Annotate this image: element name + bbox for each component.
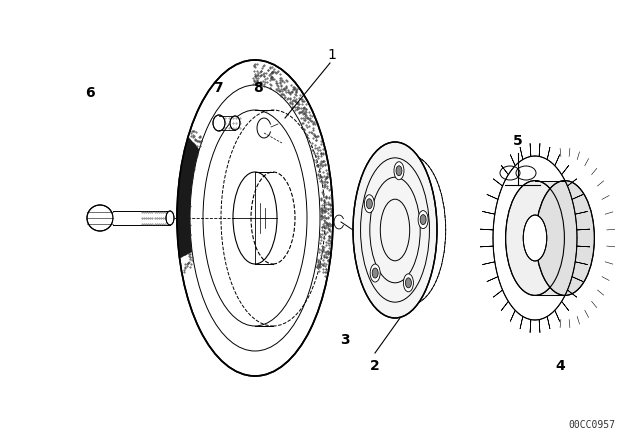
- Ellipse shape: [394, 162, 404, 180]
- Ellipse shape: [536, 181, 595, 295]
- Ellipse shape: [177, 60, 333, 376]
- Text: 4: 4: [555, 359, 565, 373]
- Ellipse shape: [230, 116, 240, 130]
- Text: 6: 6: [85, 86, 95, 100]
- Text: 5: 5: [513, 134, 523, 148]
- Ellipse shape: [366, 199, 372, 209]
- Text: 2: 2: [370, 359, 380, 373]
- Ellipse shape: [364, 195, 374, 213]
- Text: 3: 3: [340, 333, 350, 347]
- Ellipse shape: [370, 264, 380, 282]
- Ellipse shape: [420, 215, 426, 224]
- Ellipse shape: [353, 142, 437, 318]
- Polygon shape: [177, 137, 199, 258]
- Ellipse shape: [405, 278, 412, 288]
- Ellipse shape: [87, 205, 113, 231]
- Ellipse shape: [403, 274, 413, 292]
- Ellipse shape: [213, 115, 225, 131]
- Ellipse shape: [418, 211, 428, 228]
- Ellipse shape: [524, 215, 547, 261]
- Text: 8: 8: [253, 81, 263, 95]
- Text: 00CC0957: 00CC0957: [568, 420, 615, 430]
- Text: 7: 7: [213, 81, 223, 95]
- Ellipse shape: [506, 181, 564, 295]
- Ellipse shape: [166, 211, 174, 225]
- Text: 1: 1: [328, 48, 337, 62]
- Ellipse shape: [372, 268, 378, 278]
- Ellipse shape: [396, 166, 402, 176]
